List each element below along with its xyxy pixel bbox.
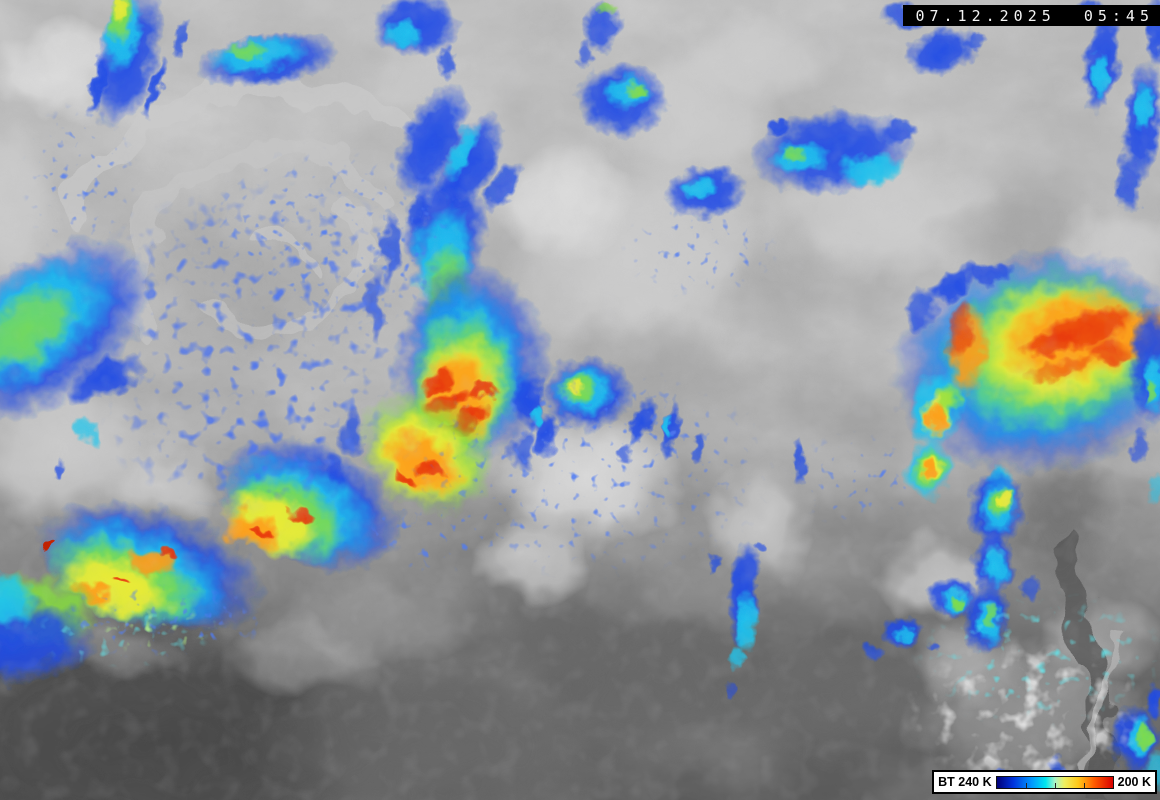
colorbar-gradient [995, 775, 1114, 789]
colorbar-tick [1083, 782, 1085, 788]
timestamp-overlay: 07.12.2025 05:45 [903, 5, 1160, 26]
timestamp-text: 07.12.2025 05:45 [915, 6, 1154, 25]
colorbar-max-label: 200 K [1117, 774, 1151, 789]
colorbar-tick [1054, 782, 1056, 788]
colorbar-min-label: BT 240 K [938, 774, 992, 789]
colorbar-tick [1025, 782, 1027, 788]
colorbar-legend: BT 240 K 200 K [932, 770, 1157, 794]
